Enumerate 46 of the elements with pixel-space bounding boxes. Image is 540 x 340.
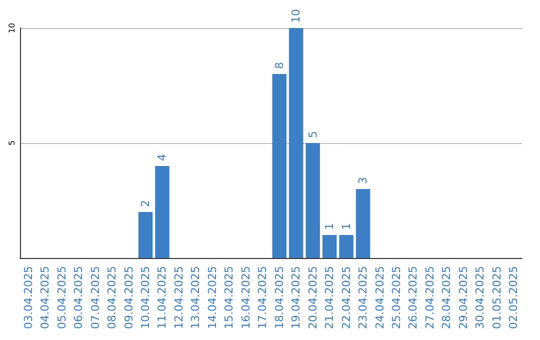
bar	[288, 28, 304, 258]
x-tick-label: 26.04.2025	[406, 266, 420, 330]
x-tick-label: 05.04.2025	[55, 266, 68, 330]
data-label: 10	[290, 9, 303, 23]
x-tick-label: 07.04.2025	[88, 266, 102, 330]
bar	[339, 235, 354, 258]
x-tick-label: 21.04.2025	[323, 266, 336, 330]
bar	[272, 74, 286, 258]
bar	[322, 235, 337, 258]
data-label: 8	[272, 62, 286, 70]
x-tick-label: 30.04.2025	[474, 266, 487, 330]
x-tick-label: 10.04.2025	[139, 266, 152, 330]
x-tick-label: 25.04.2025	[390, 266, 403, 330]
x-tick-label: 09.04.2025	[122, 266, 136, 330]
x-tick-label: 13.04.2025	[189, 266, 202, 330]
x-tick-label: 17.04.2025	[256, 266, 270, 330]
x-tick-label: 12.04.2025	[172, 266, 186, 330]
x-tick-label: 02.05.2025	[507, 266, 520, 330]
data-label: 4	[156, 154, 169, 162]
x-tick-label: 19.04.2025	[290, 266, 303, 330]
x-tick-label: 29.04.2025	[456, 266, 470, 330]
x-tick-label: 15.04.2025	[222, 266, 236, 330]
x-tick-label: 11.04.2025	[156, 266, 169, 330]
x-tick-label: 01.05.2025	[490, 266, 504, 330]
x-tick-label: 22.04.2025	[340, 266, 353, 330]
bar	[155, 166, 170, 258]
x-tick-label: 04.04.2025	[38, 266, 52, 330]
x-tick-label: 14.04.2025	[206, 266, 219, 330]
data-label: 1	[340, 223, 353, 230]
x-tick-label: 23.04.2025	[356, 266, 370, 330]
data-label: 3	[356, 177, 370, 184]
x-tick-label: 24.04.2025	[373, 266, 386, 330]
x-tick-label: 28.04.2025	[440, 266, 454, 330]
bar	[356, 189, 370, 258]
bar	[138, 212, 153, 258]
x-tick-label: 27.04.2025	[423, 266, 436, 330]
x-tick-label: 20.04.2025	[306, 266, 320, 330]
x-tick-label: 16.04.2025	[239, 266, 252, 330]
data-label: 1	[323, 223, 336, 230]
bar	[306, 143, 320, 258]
data-label: 2	[139, 200, 152, 208]
data-label: 5	[306, 131, 320, 138]
x-tick-label: 03.04.2025	[22, 266, 35, 330]
x-tick-label: 08.04.2025	[106, 266, 119, 330]
x-tick-label: 06.04.2025	[72, 266, 86, 330]
x-tick-label: 18.04.2025	[272, 266, 286, 330]
